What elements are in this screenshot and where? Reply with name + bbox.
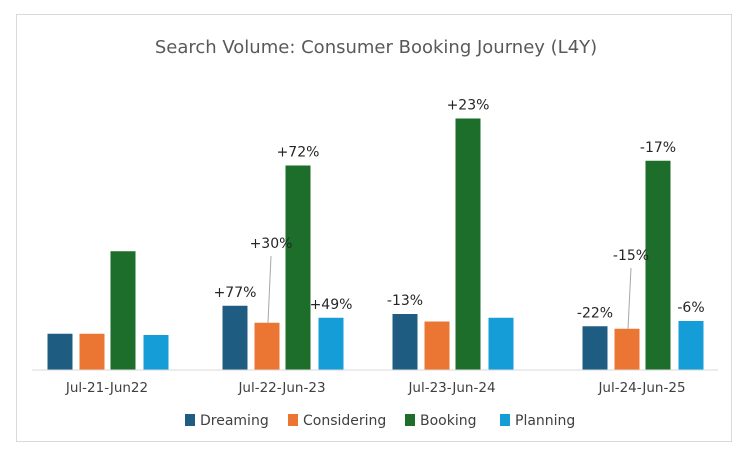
data-label-planning-jul-24-jun-25: -6% (677, 300, 704, 316)
bar-considering-jul-21-jun22 (79, 333, 105, 370)
legend-label-planning: Planning (515, 413, 575, 429)
leader-line-considering-jul-24-jun-25 (627, 267, 632, 329)
bar-planning-jul-21-jun22 (143, 335, 169, 370)
x-tick-label: Jul-24-Jun-25 (597, 380, 685, 396)
data-label-booking-jul-24-jun-25: -17% (640, 140, 676, 156)
legend-swatch-booking (405, 414, 415, 426)
legend-label-dreaming: Dreaming (200, 413, 269, 429)
leader-line-considering-jul-22-jun-23 (267, 255, 272, 323)
bar-booking-jul-21-jun22 (110, 251, 136, 370)
x-tick-label: Jul-23-Jun-24 (407, 380, 495, 396)
chart-title: Search Volume: Consumer Booking Journey … (155, 37, 597, 58)
bar-planning-jul-22-jun-23 (318, 317, 344, 370)
data-label-considering-jul-22-jun-23: +30% (250, 236, 293, 252)
bar-dreaming-jul-24-jun-25 (582, 326, 608, 370)
data-label-dreaming-jul-24-jun-25: -22% (577, 305, 613, 321)
legend: Dreaming Considering Booking Planning (185, 413, 575, 429)
data-label-booking-jul-23-jun-24: +23% (447, 98, 490, 114)
legend-label-considering: Considering (303, 413, 386, 429)
bar-planning-jul-23-jun-24 (488, 317, 514, 370)
data-labels: +77% +30% +72% +49% -13% +23% -22% -15% -17% -6% (214, 98, 705, 322)
bar-booking-jul-24-jun-25 (645, 160, 671, 370)
bar-booking-jul-23-jun-24 (455, 118, 481, 370)
bar-planning-jul-24-jun-25 (678, 321, 704, 370)
legend-swatch-considering (288, 414, 298, 426)
legend-swatch-planning (500, 414, 510, 426)
bar-considering-jul-22-jun-23 (254, 322, 280, 370)
data-label-considering-jul-24-jun-25: -15% (613, 248, 649, 264)
leader-lines (267, 255, 632, 329)
bar-dreaming-jul-23-jun-24 (392, 314, 418, 370)
legend-swatch-dreaming (185, 414, 195, 426)
x-tick-label: Jul-21-Jun22 (65, 380, 148, 396)
data-label-booking-jul-22-jun-23: +72% (277, 145, 320, 161)
chart-frame (16, 14, 732, 442)
bar-dreaming-jul-22-jun-23 (222, 305, 248, 370)
x-tick-labels: Jul-21-Jun22 Jul-22-Jun-23 Jul-23-Jun-24 Ju… (65, 380, 686, 396)
legend-label-booking: Booking (420, 413, 477, 429)
data-label-dreaming-jul-23-jun-24: -13% (387, 293, 423, 309)
bar-dreaming-jul-21-jun22 (47, 333, 73, 370)
bars (47, 118, 704, 370)
bar-booking-jul-22-jun-23 (285, 165, 311, 370)
bar-considering-jul-23-jun-24 (424, 321, 450, 370)
data-label-planning-jul-22-jun-23: +49% (310, 297, 353, 313)
data-label-dreaming-jul-22-jun-23: +77% (214, 285, 257, 301)
bar-considering-jul-24-jun-25 (614, 328, 640, 370)
x-tick-label: Jul-22-Jun-23 (237, 380, 325, 396)
